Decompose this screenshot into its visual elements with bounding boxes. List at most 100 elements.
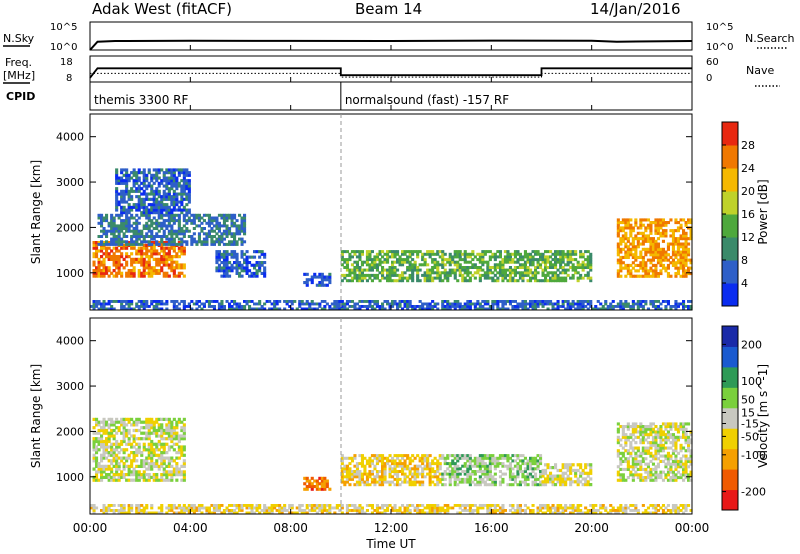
velocity-data-cell — [325, 482, 329, 486]
power-data-cell — [155, 269, 159, 273]
velocity-data-cell — [466, 472, 470, 476]
power-data-cell — [102, 260, 106, 264]
power-data-cell — [180, 184, 184, 188]
velocity-data-cell — [175, 467, 179, 471]
velocity-data-cell — [674, 438, 678, 442]
power-data-cell — [651, 237, 655, 241]
velocity-data-cell — [182, 423, 186, 427]
velocity-data-cell — [160, 437, 164, 441]
velocity-data-cell — [682, 427, 686, 431]
power-data-cell — [115, 181, 119, 185]
power-data-cell — [659, 247, 663, 251]
velocity-data-cell — [411, 483, 415, 487]
power-data-cell — [488, 268, 492, 272]
velocity-data-cell — [644, 438, 648, 442]
power-data-cell — [428, 305, 432, 308]
velocity-data-cell — [639, 441, 643, 445]
power-data-cell — [386, 268, 390, 272]
velocity-data-cell — [365, 462, 369, 466]
power-data-cell — [436, 302, 440, 306]
velocity-data-cell — [102, 456, 106, 460]
power-data-cell — [220, 237, 224, 241]
velocity-data-cell — [130, 464, 134, 468]
power-data-cell — [541, 260, 545, 264]
power-data-cell — [245, 271, 249, 275]
velocity-data-cell — [303, 482, 307, 486]
velocity-data-cell — [486, 477, 490, 481]
power-data-cell — [207, 213, 211, 217]
velocity-data-cell — [463, 470, 467, 473]
velocity-data-cell — [569, 471, 573, 475]
velocity-data-cell — [491, 475, 495, 479]
power-data-cell — [616, 269, 620, 273]
power-data-cell — [656, 305, 660, 308]
power-data-cell — [167, 195, 171, 199]
power-colorbar-tick-label: 20 — [741, 185, 755, 198]
velocity-data-cell — [656, 462, 660, 466]
power-data-cell — [416, 255, 420, 259]
velocity-data-cell — [122, 428, 126, 433]
velocity-data-cell — [526, 467, 530, 471]
velocity-data-cell — [639, 427, 643, 431]
power-data-cell — [172, 179, 176, 183]
velocity-data-cell — [97, 431, 101, 435]
power-data-cell — [187, 173, 191, 177]
velocity-data-cell — [644, 430, 648, 434]
power-data-cell — [689, 272, 693, 276]
velocity-data-cell — [654, 430, 658, 434]
velocity-data-cell — [315, 485, 319, 489]
power-data-cell — [676, 266, 680, 270]
power-data-cell — [566, 260, 570, 264]
power-data-cell — [536, 263, 540, 267]
power-data-cell — [654, 226, 658, 230]
power-data-cell — [375, 263, 379, 267]
power-data-cell — [626, 237, 630, 241]
power-data-cell — [140, 203, 144, 207]
power-data-cell — [428, 252, 432, 256]
power-data-cell — [518, 302, 522, 306]
power-data-cell — [629, 231, 633, 235]
velocity-data-cell — [534, 480, 538, 484]
power-data-cell — [140, 213, 144, 217]
power-data-cell — [157, 184, 161, 188]
power-data-cell — [152, 307, 156, 311]
power-data-cell — [167, 252, 171, 256]
power-data-cell — [687, 300, 691, 303]
velocity-data-cell — [501, 480, 505, 484]
velocity-data-cell — [534, 459, 538, 463]
power-data-cell — [544, 273, 548, 277]
power-data-cell — [157, 263, 161, 267]
power-data-cell — [107, 241, 111, 245]
power-data-cell — [639, 300, 643, 303]
velocity-data-cell — [451, 475, 455, 479]
power-data-cell — [481, 268, 485, 272]
power-data-cell — [646, 274, 650, 278]
power-data-cell — [340, 305, 344, 308]
power-data-cell — [466, 273, 470, 277]
power-data-cell — [157, 260, 161, 264]
power-data-cell — [624, 305, 628, 308]
noise-series-line-0 — [89, 39, 693, 51]
power-data-cell — [100, 242, 104, 246]
power-data-cell — [112, 219, 116, 223]
velocity-data-cell — [177, 434, 181, 438]
power-data-cell — [581, 266, 585, 269]
velocity-data-cell — [476, 462, 480, 466]
power-data-cell — [225, 258, 229, 262]
velocity-data-cell — [167, 428, 171, 433]
velocity-data-cell — [443, 472, 447, 476]
velocity-data-cell — [421, 472, 425, 476]
power-data-cell — [217, 235, 221, 238]
power-data-cell — [486, 266, 490, 269]
power-data-cell — [408, 268, 412, 272]
velocity-data-cell — [177, 437, 181, 441]
power-data-cell — [629, 247, 633, 251]
velocity-data-cell — [360, 480, 364, 484]
power-data-cell — [110, 221, 114, 225]
power-data-cell — [473, 305, 477, 308]
power-data-cell — [132, 189, 136, 193]
power-data-cell — [536, 300, 540, 303]
power-data-cell — [458, 263, 462, 267]
velocity-data-cell — [160, 511, 164, 515]
power-data-cell — [661, 231, 665, 235]
